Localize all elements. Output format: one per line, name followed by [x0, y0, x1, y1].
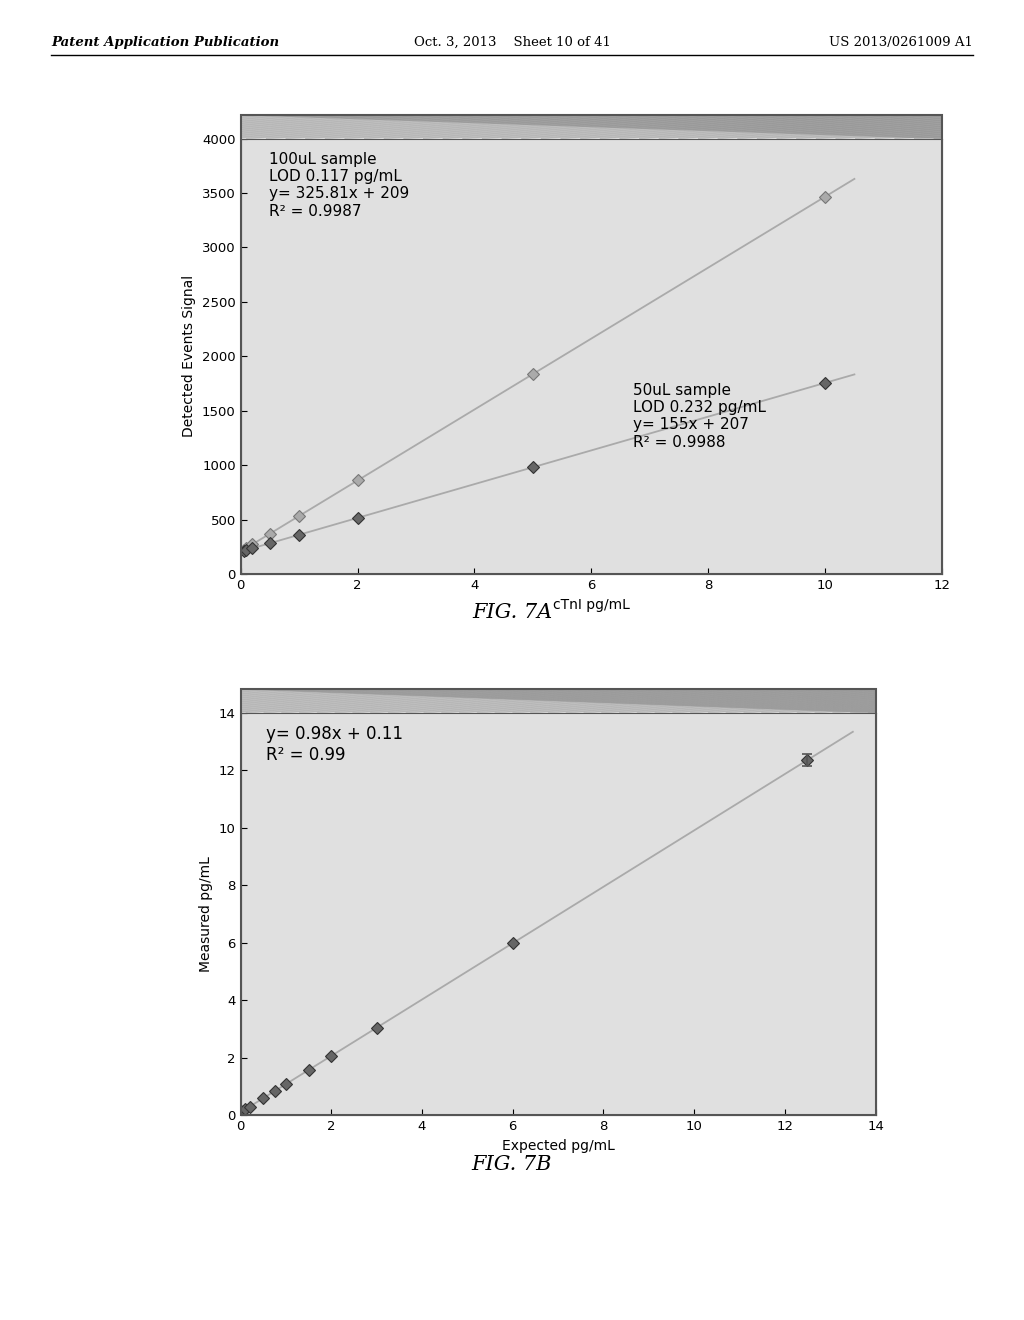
Text: y= 0.98x + 0.11
R² = 0.99: y= 0.98x + 0.11 R² = 0.99 [266, 725, 403, 764]
Text: 100uL sample
LOD 0.117 pg/mL
y= 325.81x + 209
R² = 0.9987: 100uL sample LOD 0.117 pg/mL y= 325.81x … [268, 152, 409, 219]
X-axis label: cTnI pg/mL: cTnI pg/mL [553, 598, 630, 611]
Y-axis label: Detected Events Signal: Detected Events Signal [182, 276, 197, 437]
Text: FIG. 7A: FIG. 7A [472, 603, 552, 622]
Y-axis label: Measured pg/mL: Measured pg/mL [200, 857, 213, 972]
Text: US 2013/0261009 A1: US 2013/0261009 A1 [828, 36, 973, 49]
Text: 50uL sample
LOD 0.232 pg/mL
y= 155x + 207
R² = 0.9988: 50uL sample LOD 0.232 pg/mL y= 155x + 20… [634, 383, 766, 450]
Text: Patent Application Publication: Patent Application Publication [51, 36, 280, 49]
X-axis label: Expected pg/mL: Expected pg/mL [502, 1139, 614, 1152]
Text: FIG. 7B: FIG. 7B [472, 1155, 552, 1173]
Text: Oct. 3, 2013    Sheet 10 of 41: Oct. 3, 2013 Sheet 10 of 41 [414, 36, 610, 49]
